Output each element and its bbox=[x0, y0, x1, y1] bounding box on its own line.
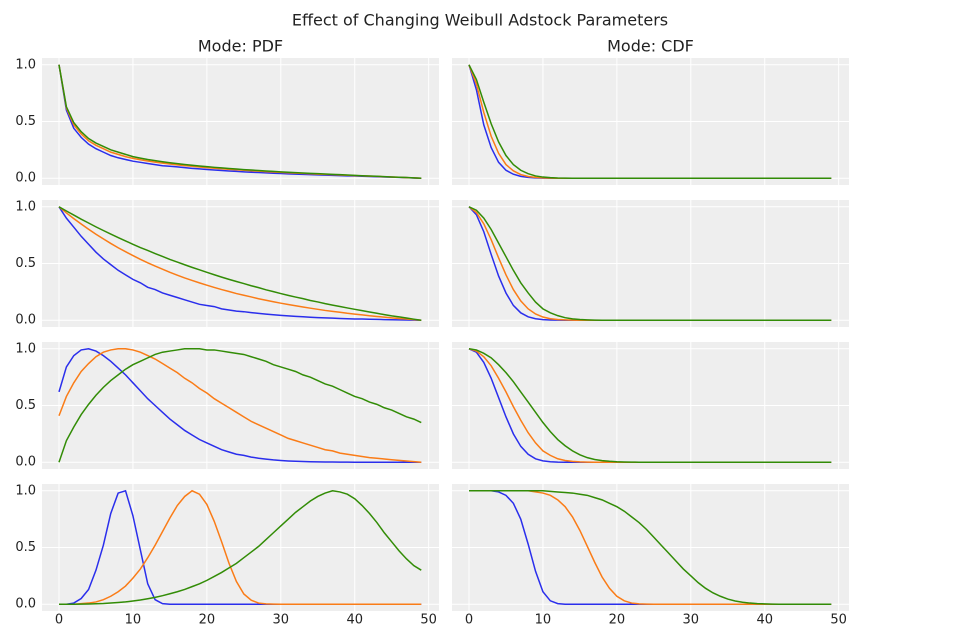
y-tick-label: 0.5 bbox=[15, 398, 36, 413]
y-tick-label: 0.0 bbox=[15, 597, 36, 612]
x-tick-label: 50 bbox=[420, 613, 437, 628]
figure-title: Effect of Changing Weibull Adstock Param… bbox=[292, 11, 668, 30]
y-tick-label: 0.0 bbox=[15, 313, 36, 328]
x-tick-label: 30 bbox=[683, 613, 700, 628]
x-tick-label: 50 bbox=[830, 613, 847, 628]
series-line bbox=[58, 206, 422, 321]
y-tick-label: 1.0 bbox=[15, 199, 36, 214]
series-line bbox=[58, 206, 422, 321]
series-line bbox=[468, 206, 832, 321]
series-line bbox=[58, 348, 422, 463]
x-tick-label: 20 bbox=[609, 613, 626, 628]
y-tick-label: 0.5 bbox=[15, 256, 36, 271]
x-tick-label: 10 bbox=[535, 613, 552, 628]
y-tick-label: 0.5 bbox=[15, 114, 36, 129]
x-tick-label: 0 bbox=[55, 613, 63, 628]
series-line bbox=[468, 64, 832, 179]
series-line bbox=[58, 348, 422, 463]
series-line bbox=[58, 348, 422, 463]
panel-title: Mode: CDF bbox=[607, 37, 694, 56]
y-tick-label: 0.0 bbox=[15, 171, 36, 186]
series-line bbox=[468, 348, 832, 463]
y-tick-label: 1.0 bbox=[15, 341, 36, 356]
series-line bbox=[58, 206, 422, 321]
series-line bbox=[59, 490, 422, 605]
panel-title: Mode: PDF bbox=[198, 37, 283, 56]
x-tick-label: 40 bbox=[756, 613, 773, 628]
x-tick-label: 30 bbox=[273, 613, 290, 628]
x-tick-label: 20 bbox=[199, 613, 216, 628]
x-tick-label: 0 bbox=[465, 613, 473, 628]
y-tick-label: 0.0 bbox=[15, 455, 36, 470]
y-tick-label: 1.0 bbox=[15, 483, 36, 498]
x-tick-label: 40 bbox=[346, 613, 363, 628]
y-tick-label: 0.5 bbox=[15, 540, 36, 555]
series-line bbox=[59, 489, 422, 605]
x-tick-label: 10 bbox=[125, 613, 142, 628]
y-tick-label: 1.0 bbox=[15, 57, 36, 72]
series-line bbox=[58, 64, 422, 179]
series-line bbox=[469, 490, 832, 605]
